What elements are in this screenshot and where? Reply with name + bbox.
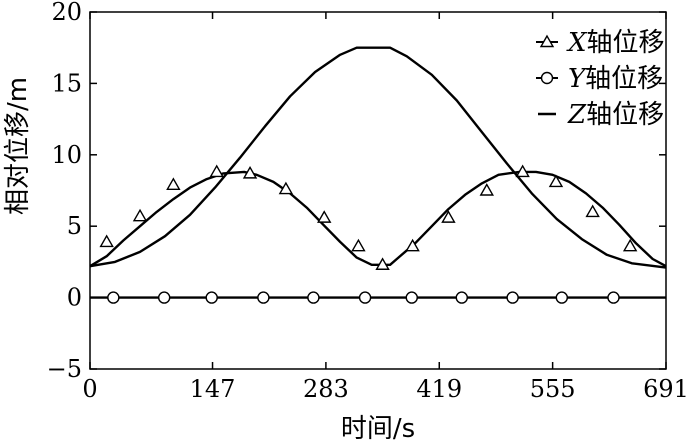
circle-marker	[358, 291, 372, 304]
legend-axis-letter: Z	[567, 100, 587, 130]
legend-suffix: 轴位移	[586, 100, 664, 130]
legend-label: X轴位移	[566, 28, 665, 58]
triangle-marker	[209, 164, 224, 178]
y-axis-title: 相对位移/m	[3, 77, 33, 215]
triangle-marker	[242, 165, 258, 179]
series-y	[90, 291, 666, 304]
legend-label: Z轴位移	[567, 100, 664, 130]
triangle-marker	[351, 238, 366, 252]
x-tick-label: 283	[303, 375, 349, 403]
y-tick-label: 0	[67, 284, 82, 312]
legend-entry: X轴位移	[536, 28, 665, 58]
triangle-marker	[539, 34, 555, 48]
circle-marker	[540, 71, 554, 85]
triangle-marker	[515, 164, 530, 178]
legend-axis-letter: Y	[568, 64, 588, 94]
circle-marker	[555, 291, 569, 304]
triangle-marker	[278, 181, 294, 195]
legend-entry: Z轴位移	[538, 100, 664, 130]
y-tick-label: 10	[51, 141, 82, 169]
circle-marker	[205, 291, 218, 304]
triangle-marker	[441, 210, 456, 223]
x-tick-label: 147	[190, 375, 236, 403]
circle-marker	[455, 291, 468, 304]
plot-frame	[89, 11, 667, 370]
series-z	[89, 46, 667, 269]
triangle-marker	[548, 174, 564, 188]
circle-marker	[307, 291, 320, 304]
x-tick-label: 555	[530, 375, 576, 403]
triangle-marker	[585, 204, 600, 218]
circle-marker	[506, 291, 519, 304]
x-tick-label: 691	[643, 375, 689, 403]
circle-marker	[257, 291, 270, 304]
triangle-marker	[405, 238, 420, 252]
triangle-marker	[166, 177, 181, 190]
x-tick-label: 0	[82, 375, 97, 403]
triangle-marker	[317, 210, 332, 223]
triangle-marker	[375, 257, 390, 270]
series-line	[89, 46, 667, 269]
series-x	[89, 164, 667, 270]
y-tick-label: 15	[51, 69, 82, 97]
circle-marker	[405, 291, 418, 304]
legend-label: Y轴位移	[568, 64, 663, 94]
triangle-marker	[622, 238, 638, 252]
triangle-marker	[99, 234, 114, 248]
legend-suffix: 轴位移	[587, 28, 665, 58]
triangle-marker	[479, 183, 494, 196]
circle-marker	[107, 291, 120, 304]
circle-marker	[157, 291, 171, 304]
legend-suffix: 轴位移	[585, 64, 663, 94]
legend-axis-letter: X	[566, 28, 588, 58]
circle-marker	[607, 291, 620, 304]
triangle-marker	[132, 208, 148, 222]
y-tick-label: 5	[67, 212, 82, 240]
y-tick-label: −5	[47, 355, 82, 383]
y-tick-label: 20	[51, 0, 82, 26]
legend-entry: Y轴位移	[536, 64, 663, 94]
x-axis-title: 时间/s	[341, 414, 415, 443]
x-tick-label: 419	[416, 375, 462, 403]
